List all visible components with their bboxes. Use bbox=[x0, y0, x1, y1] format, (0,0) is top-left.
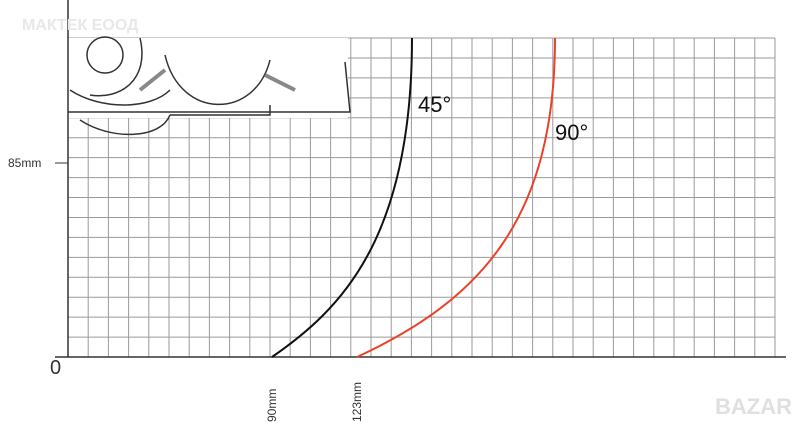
x-label: 90mm bbox=[265, 389, 279, 422]
origin-label: 0 bbox=[50, 357, 61, 379]
logo: BAZAR bbox=[715, 394, 792, 419]
curve-label: 90° bbox=[555, 120, 588, 145]
curve-90 bbox=[356, 37, 556, 358]
y-label: 85mm bbox=[8, 156, 41, 170]
curve-45 bbox=[271, 37, 413, 358]
curve-label: 45° bbox=[418, 92, 451, 117]
tool-sketch bbox=[68, 36, 351, 136]
x-label: 123mm bbox=[350, 382, 364, 422]
watermark: МАКТЕК ЕООД bbox=[22, 17, 139, 34]
